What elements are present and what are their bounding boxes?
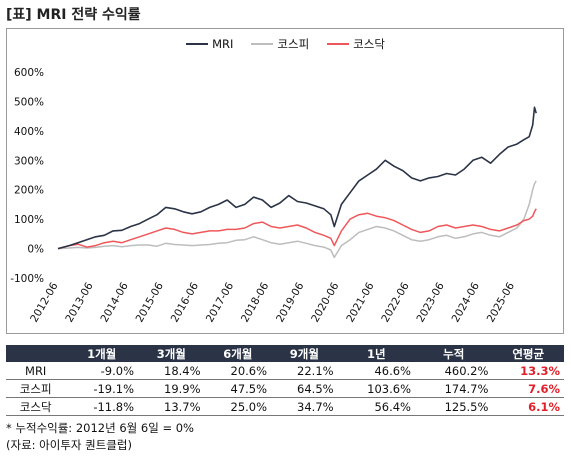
legend-swatch-kosdaq (327, 42, 350, 46)
table-cell: 103.6% (337, 379, 415, 398)
chart-frame (6, 28, 564, 334)
legend-label-kosdaq: 코스닥 (353, 37, 385, 51)
table-cell: 174.7% (415, 379, 493, 398)
table-cell: 47.5% (204, 379, 272, 398)
x-tick-label: 2023-06 (414, 280, 446, 324)
footnote-source: (자료: 아이투자 퀀트클럽) (6, 438, 132, 452)
table-header-cell: 1개월 (65, 345, 139, 362)
table-cell: 25.0% (204, 397, 272, 416)
legend-item-mri: MRI (186, 36, 233, 52)
table-header-cell: 연평균 (492, 345, 564, 362)
row-label: MRI (6, 362, 66, 380)
row-label: 코스피 (6, 379, 66, 398)
x-tick-label: 2018-06 (239, 280, 271, 324)
table-cell: -19.1% (65, 379, 139, 398)
footnote-base-date: * 누적수익률: 2012년 6월 6일 = 0% (6, 421, 194, 435)
y-tick-label: 400% (14, 126, 44, 138)
table-cell: 18.4% (138, 362, 205, 380)
legend-swatch-mri (186, 42, 209, 46)
table-cell: -11.8% (65, 397, 139, 416)
x-tick-label: 2017-06 (204, 280, 236, 324)
table-row: MRI -9.0% 18.4% 20.6% 22.1% 46.6% 460.2%… (6, 362, 564, 380)
legend-label-kospi: 코스피 (277, 37, 310, 51)
x-tick-label: 2024-06 (450, 280, 482, 324)
series-line-kospi (57, 180, 537, 259)
table-header-cell: 3개월 (138, 345, 205, 362)
line-chart: -100%0%100%200%300%400%500%600%2012-06 20… (10, 67, 537, 324)
table-header-cell: 9개월 (271, 345, 338, 362)
legend-item-kospi: 코스피 (251, 36, 309, 52)
table-cell-highlight: 7.6% (492, 379, 564, 398)
x-tick-label: 2013-06 (63, 280, 95, 324)
table-cell: 56.4% (337, 397, 415, 416)
y-tick-label: 600% (14, 67, 44, 79)
table-cell: 125.5% (415, 397, 493, 416)
table-header-row: 1개월 3개월 6개월 9개월 1년 누적 연평균 (6, 345, 564, 362)
y-tick-label: 500% (14, 96, 44, 108)
table-cell: 460.2% (415, 362, 493, 380)
table-header-cell: 누적 (415, 345, 493, 362)
x-tick-label: 2022-06 (379, 280, 411, 324)
table-header-cell (6, 345, 66, 362)
y-tick-label: -100% (10, 273, 44, 285)
x-tick-label: 2014-06 (98, 280, 130, 324)
table-cell: 22.1% (271, 362, 338, 380)
legend-item-kosdaq: 코스닥 (327, 36, 385, 52)
legend-swatch-kospi (251, 42, 274, 46)
y-tick-label: 100% (14, 214, 44, 226)
x-tick-label: 2015-06 (134, 280, 166, 324)
chart-legend: MRI 코스피 코스닥 (0, 36, 571, 52)
x-tick-label: 2021-06 (344, 280, 376, 324)
table-cell-highlight: 13.3% (492, 362, 564, 380)
legend-label-mri: MRI (212, 37, 234, 51)
y-tick-label: 0% (27, 244, 44, 256)
table-cell: 34.7% (271, 397, 338, 416)
table-header-cell: 6개월 (204, 345, 272, 362)
table-cell: 19.9% (138, 379, 205, 398)
x-tick-label: 2016-06 (169, 280, 201, 324)
table-row: 코스닥 -11.8% 13.7% 25.0% 34.7% 56.4% 125.5… (6, 397, 564, 416)
table-cell: 20.6% (204, 362, 272, 380)
y-tick-label: 200% (14, 185, 44, 197)
table-cell: -9.0% (65, 362, 139, 380)
returns-table: 1개월 3개월 6개월 9개월 1년 누적 연평균 MRI -9.0% 18.4… (6, 345, 564, 416)
x-tick-label: 2020-06 (309, 280, 341, 324)
row-label: 코스닥 (6, 397, 66, 416)
table-cell: 64.5% (271, 379, 338, 398)
table-row: 코스피 -19.1% 19.9% 47.5% 64.5% 103.6% 174.… (6, 379, 564, 398)
page-title: [표] MRI 전략 수익률 (6, 7, 141, 23)
table-cell: 46.6% (337, 362, 415, 380)
series-line-mri (57, 106, 537, 250)
x-tick-label: 2012-06 (28, 280, 60, 324)
table-cell-highlight: 6.1% (492, 397, 564, 416)
table-header-cell: 1년 (337, 345, 415, 362)
x-tick-label: 2019-06 (274, 280, 306, 324)
table-cell: 13.7% (138, 397, 205, 416)
y-tick-label: 300% (14, 155, 44, 167)
x-tick-label: 2025-06 (485, 280, 517, 324)
series-line-kosdaq (57, 208, 537, 250)
